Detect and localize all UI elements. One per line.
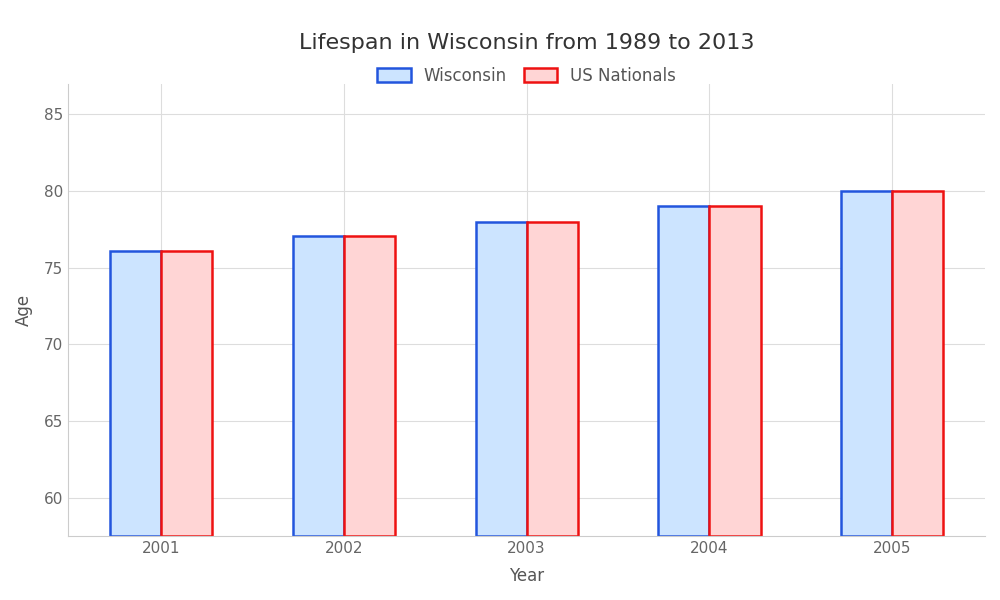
Legend: Wisconsin, US Nationals: Wisconsin, US Nationals bbox=[371, 61, 683, 92]
Bar bbox=[527, 222, 578, 536]
Bar bbox=[658, 206, 709, 536]
Y-axis label: Age: Age bbox=[15, 294, 33, 326]
Bar bbox=[293, 236, 344, 536]
Bar bbox=[709, 206, 761, 536]
Bar bbox=[344, 236, 395, 536]
Bar bbox=[110, 251, 161, 536]
Bar bbox=[841, 191, 892, 536]
Bar bbox=[161, 251, 212, 536]
X-axis label: Year: Year bbox=[509, 567, 544, 585]
Bar bbox=[476, 222, 527, 536]
Title: Lifespan in Wisconsin from 1989 to 2013: Lifespan in Wisconsin from 1989 to 2013 bbox=[299, 33, 754, 53]
Bar bbox=[892, 191, 943, 536]
